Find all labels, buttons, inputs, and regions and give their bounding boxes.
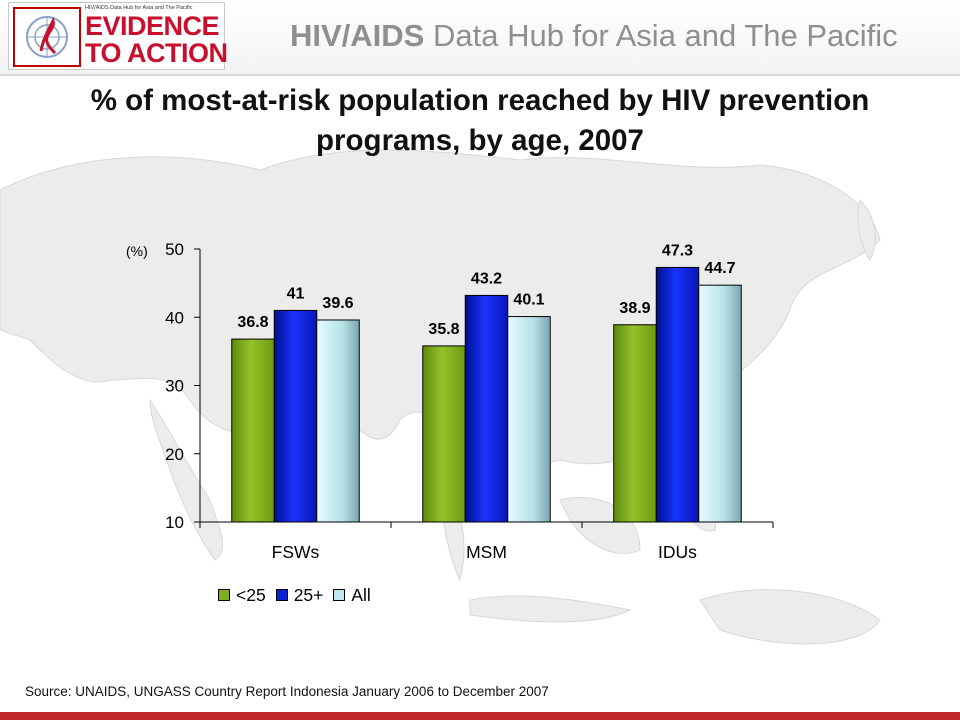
x-category-label: FSWs <box>272 542 320 562</box>
slide-title: % of most-at-risk population reached by … <box>90 84 870 157</box>
bar <box>655 266 700 523</box>
un-emblem-icon <box>13 7 81 67</box>
header-title-bold: HIV/AIDS <box>290 18 425 53</box>
legend-swatch <box>333 589 346 601</box>
legend-label: All <box>351 584 371 605</box>
legend-swatch <box>275 589 288 601</box>
legend-label: 25+ <box>293 584 324 605</box>
y-tick-label: 20 <box>165 445 184 464</box>
y-axis-label: (%) <box>126 243 148 259</box>
logo-text-evidence: EVIDENCE <box>85 11 220 41</box>
bar <box>422 345 466 523</box>
x-category-label: MSM <box>466 542 507 562</box>
footer-bar <box>0 712 960 720</box>
data-label: 39.6 <box>322 295 353 312</box>
legend-item: <25 <box>218 585 266 606</box>
y-tick-label: 40 <box>165 308 184 327</box>
data-label: 43.2 <box>471 270 502 287</box>
x-axis: FSWs MSM IDUs <box>199 521 774 562</box>
bar <box>507 316 551 523</box>
bar <box>464 294 509 523</box>
y-tick-label: 30 <box>165 377 184 396</box>
data-label: 38.9 <box>619 300 650 317</box>
bar <box>273 309 318 523</box>
data-labels: 36.8 41 39.6 35.8 43.2 40.1 38.9 47.3 44.7 <box>237 242 735 337</box>
x-category-label: IDUs <box>658 542 697 562</box>
header-title: HIV/AIDS Data Hub for Asia and The Pacif… <box>290 18 898 54</box>
header-banner: HIV/AIDS Data Hub for Asia and The Pacif… <box>0 0 960 76</box>
logo-text-to-action: TO ACTION <box>85 38 228 68</box>
legend-item: All <box>333 584 371 606</box>
data-label: 36.8 <box>237 314 268 331</box>
data-label: 47.3 <box>662 242 693 259</box>
legend-swatch <box>218 589 230 601</box>
bar <box>613 324 657 523</box>
legend-item: 25+ <box>275 584 324 606</box>
header-title-rest: Data Hub for Asia and The Pacific <box>424 18 898 53</box>
source-note: Source: UNAIDS, UNGASS Country Report In… <box>25 684 549 699</box>
bar <box>316 319 360 523</box>
legend-label: <25 <box>236 584 266 605</box>
data-label: 40.1 <box>513 292 544 309</box>
bar <box>231 338 275 523</box>
data-label: 41 <box>287 285 305 302</box>
y-tick-label: 50 <box>165 240 184 259</box>
y-tick-label: 10 <box>165 513 184 532</box>
data-label: 44.7 <box>704 260 735 277</box>
evidence-to-action-logo: HIV/AIDS Data Hub for Asia and The Pacif… <box>8 2 228 70</box>
data-label: 35.8 <box>428 321 459 338</box>
legend: <25 25+ All <box>218 584 381 606</box>
logo-small-text: HIV/AIDS Data Hub for Asia and The Pacif… <box>85 5 193 11</box>
y-axis: 10 20 30 40 50 (%) <box>126 240 201 532</box>
bars <box>231 266 742 523</box>
bar <box>698 284 742 523</box>
